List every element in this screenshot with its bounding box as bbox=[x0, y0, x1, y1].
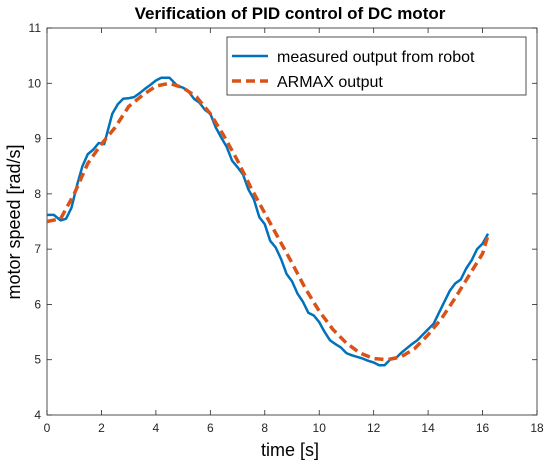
y-axis-label: motor speed [rad/s] bbox=[4, 144, 24, 299]
x-tick-label: 12 bbox=[367, 421, 381, 435]
y-tick-label: 6 bbox=[34, 297, 41, 311]
x-tick-label: 10 bbox=[313, 421, 327, 435]
y-tick-label: 5 bbox=[34, 353, 41, 367]
y-tick-label: 8 bbox=[34, 187, 41, 201]
x-tick-label: 14 bbox=[421, 421, 435, 435]
series-line-measured bbox=[47, 76, 490, 367]
y-tick-label: 7 bbox=[34, 242, 41, 256]
x-tick-label: 2 bbox=[98, 421, 105, 435]
y-tick-label: 9 bbox=[34, 132, 41, 146]
x-tick-label: 6 bbox=[207, 421, 214, 435]
chart-title: Verification of PID control of DC motor bbox=[135, 4, 446, 23]
series-line-armax bbox=[46, 81, 490, 362]
x-axis-label: time [s] bbox=[261, 440, 319, 460]
x-tick-label: 4 bbox=[153, 421, 160, 435]
x-tick-label: 16 bbox=[476, 421, 490, 435]
y-tick-label: 4 bbox=[34, 408, 41, 422]
legend: measured output from robot ARMAX output bbox=[226, 36, 527, 96]
x-tick-label: 8 bbox=[261, 421, 268, 435]
legend-label-armax: ARMAX output bbox=[277, 74, 383, 91]
legend-label-measured: measured output from robot bbox=[277, 49, 475, 66]
x-tick-label: 0 bbox=[44, 421, 51, 435]
x-tick-label: 18 bbox=[530, 421, 544, 435]
y-tick-label: 10 bbox=[28, 76, 42, 90]
legend-box bbox=[226, 36, 527, 96]
plot-area: 0 2 4 6 8 10 12 14 16 18 4 5 6 7 8 9 10 11 bbox=[28, 21, 544, 435]
y-tick-label: 11 bbox=[29, 21, 42, 35]
